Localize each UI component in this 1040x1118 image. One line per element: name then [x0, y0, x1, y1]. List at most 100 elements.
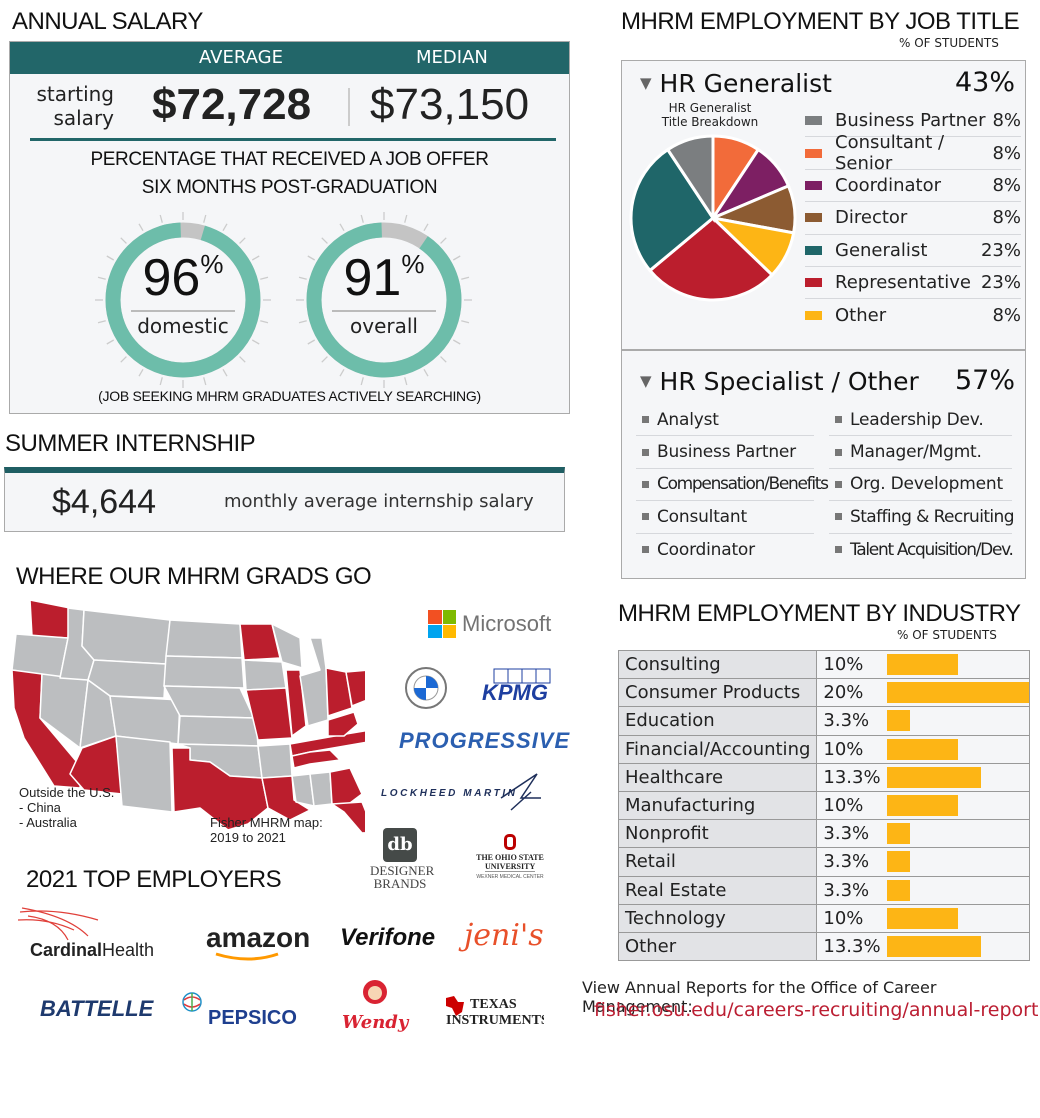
- outside-us-line2: - China: [19, 800, 61, 815]
- industry-bar-cell: [886, 819, 1030, 849]
- svg-text:PEPSICO: PEPSICO: [208, 1007, 297, 1029]
- industry-name: Technology: [617, 903, 818, 933]
- list-item: Business Partner: [636, 436, 814, 469]
- industry-bar: [886, 738, 958, 760]
- list-item: Staffing & Recruiting: [829, 501, 1015, 534]
- lockheed-martin-logo-icon: LOCKHEED MARTIN: [381, 773, 541, 811]
- overall-label: overall: [350, 314, 418, 338]
- hr-generalist-percent: 43%: [954, 67, 1015, 98]
- specialist-list-right: Leadership Dev. Manager/Mgmt. Org. Devel…: [829, 404, 1015, 566]
- average-header: AVERAGE: [199, 47, 283, 68]
- table-row: Consulting 10%: [617, 649, 1030, 680]
- table-row: Manufacturing 10%: [617, 790, 1030, 821]
- amazon-smile-icon: [215, 952, 279, 961]
- svg-text:CardinalHealth: CardinalHealth: [30, 940, 154, 960]
- specialist-list-left: Analyst Business Partner Compensation/Be…: [636, 404, 829, 566]
- industry-bar: [886, 935, 982, 957]
- industry-subtitle: % OF STUDENTS: [897, 628, 997, 642]
- legend-item: Consultant / Senior 8%: [805, 132, 1021, 174]
- industry-bar: [886, 682, 1029, 704]
- reports-label: View Annual Reports for the Office of Ca…: [582, 978, 937, 1016]
- industry-bar-cell: [886, 903, 1030, 933]
- job-title-heading: MHRM EMPLOYMENT BY JOB TITLE: [621, 8, 1020, 35]
- list-item: Consultant: [636, 501, 814, 534]
- table-row: Nonprofit 3.3%: [617, 819, 1030, 849]
- legend-item: Generalist 23%: [805, 235, 1021, 267]
- outside-us-note: Outside the U.S. - China - Australia: [19, 785, 114, 830]
- annual-salary-title: ANNUAL SALARY: [12, 8, 203, 35]
- us-map-icon: [11, 599, 365, 833]
- job-offer-title-line2: SIX MONTHS POST-GRADUATION: [141, 177, 438, 198]
- industry-name: Consumer Products: [617, 678, 818, 708]
- microsoft-wordmark: Microsoft: [462, 611, 552, 636]
- industry-bar: [886, 907, 958, 929]
- svg-text:KPMG: KPMG: [482, 680, 548, 704]
- industry-percent: 3.3%: [816, 706, 887, 736]
- legend-item: Business Partner 8%: [805, 105, 1021, 138]
- industry-name: Healthcare: [617, 762, 818, 792]
- jenis-logo: jeni's: [464, 918, 544, 953]
- industry-heading: MHRM EMPLOYMENT BY INDUSTRY: [618, 600, 1021, 627]
- industry-bar: [886, 879, 911, 901]
- internship-salary-value: $4,644: [52, 483, 156, 521]
- industry-percent: 10%: [816, 903, 887, 933]
- industry-bar: [886, 654, 958, 676]
- table-row: Financial/Accounting 10%: [617, 734, 1030, 764]
- gauge-rule: [131, 310, 235, 312]
- top-employers-title: 2021 TOP EMPLOYERS: [26, 866, 282, 893]
- legend-item: Coordinator 8%: [805, 170, 1021, 203]
- wendys-logo-icon: Wendy's: [342, 980, 410, 1033]
- bullet-square-icon: [642, 546, 649, 554]
- bullet-square-icon: [835, 448, 842, 456]
- bullet-square-icon: [835, 480, 842, 488]
- bullet-square-icon: [642, 480, 649, 488]
- industry-table: Consulting 10% Consumer Products 20% Educati…: [617, 649, 1030, 962]
- hr-specialist-heading[interactable]: ▼ HR Specialist / Other: [640, 367, 919, 396]
- generalist-pie-chart: [629, 134, 797, 302]
- list-item: Compensation/Benefits: [636, 469, 829, 502]
- table-row: Other 13.3%: [617, 931, 1030, 962]
- map-caption-line2: 2019 to 2021: [210, 830, 286, 845]
- bmw-roundel-icon: [405, 667, 447, 709]
- starting-label-line1: starting: [36, 82, 114, 106]
- bullet-square-icon: [835, 416, 842, 424]
- pepsico-logo-icon: PEPSICO: [182, 992, 297, 1029]
- domestic-percent: 96%: [142, 249, 224, 307]
- salary-divider: [348, 88, 350, 126]
- pie-title: HR Generalist Title Breakdown: [650, 101, 770, 129]
- industry-bar-cell: [886, 790, 1030, 821]
- industry-bar-cell: [886, 847, 1030, 877]
- salary-header-bar: AVERAGE MEDIAN: [10, 42, 569, 74]
- microsoft-logo: Microsoft: [428, 610, 551, 638]
- amazon-wordmark: amazon: [206, 922, 311, 953]
- bullet-square-icon: [835, 513, 842, 521]
- collapse-triangle-icon: ▼: [640, 372, 652, 390]
- annual-report-link[interactable]: fisher.osu.edu/careers-recruiting/annual…: [594, 999, 1039, 1021]
- industry-name: Education: [617, 706, 818, 736]
- osu-line1: THE OHIO STATE: [476, 853, 544, 862]
- svg-text:INSTRUMENTS: INSTRUMENTS: [446, 1013, 544, 1028]
- legend-item: Director 8%: [805, 202, 1021, 235]
- industry-percent: 10%: [816, 649, 887, 680]
- list-item: Talent Acquisition/Dev.: [829, 534, 1014, 566]
- industry-percent: 13.3%: [816, 762, 887, 792]
- osu-line2: UNIVERSITY: [485, 862, 536, 872]
- industry-name: Other: [617, 931, 818, 962]
- industry-name: Retail: [617, 847, 818, 877]
- battelle-logo: BATTELLE: [40, 996, 154, 1021]
- gauge-ring-icon: [296, 212, 472, 388]
- legend-item: Other 8%: [805, 299, 1021, 331]
- job-title-panel: ▼ HR Generalist 43% HR Generalist Title B…: [621, 60, 1026, 579]
- hr-generalist-heading[interactable]: ▼ HR Generalist: [640, 69, 832, 98]
- industry-name: Financial/Accounting: [617, 734, 818, 764]
- pie-slice: [647, 215, 775, 302]
- hr-specialist-percent: 57%: [954, 365, 1015, 396]
- annual-salary-panel: AVERAGE MEDIAN starting salary $72,728 $…: [9, 41, 570, 414]
- average-salary-value: $72,728: [152, 80, 312, 129]
- pie-slice: [665, 134, 715, 223]
- outside-us-line1: Outside the U.S.: [19, 785, 115, 800]
- bullet-square-icon: [642, 513, 649, 521]
- table-row: Healthcare 13.3%: [617, 762, 1030, 792]
- kpmg-logo-icon: KPMG: [482, 668, 551, 704]
- overall-offer-gauge: 91% overall: [294, 210, 474, 390]
